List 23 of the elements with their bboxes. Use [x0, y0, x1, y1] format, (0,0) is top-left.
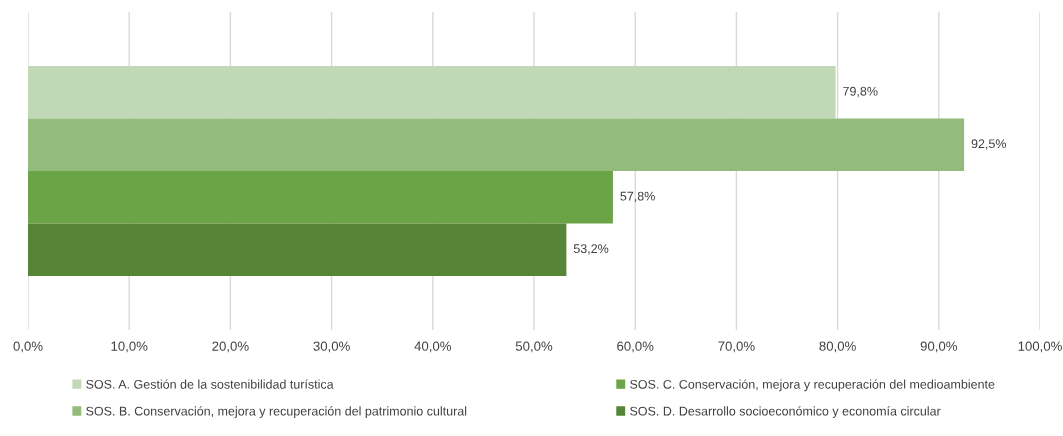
data-label: 79,8% — [843, 86, 878, 98]
bar — [28, 118, 965, 171]
data-label: 57,8% — [620, 191, 655, 203]
data-label: 53,2% — [573, 244, 609, 255]
data-label: 92,5% — [971, 139, 1007, 150]
bar — [28, 223, 567, 276]
x-tick-label: 100,0% — [1018, 341, 1062, 353]
x-tick-label: 30,0% — [313, 341, 350, 353]
legend-label: SOS. A. Gestión de la sostenibilidad turística — [86, 379, 334, 389]
x-tick-label: 60,0% — [617, 341, 654, 353]
x-tick-label: 10,0% — [111, 341, 148, 353]
x-tick-label: 90,0% — [920, 341, 958, 353]
bar — [28, 66, 836, 119]
x-tick-label: 20,0% — [212, 341, 249, 353]
x-tick-label: 70,0% — [718, 341, 755, 353]
bar — [28, 171, 613, 224]
legend-label: SOS. D. Desarrollo socioeconómico y economía circular — [630, 406, 941, 419]
x-tick-label: 0,0% — [13, 341, 43, 353]
x-tick-label: 40,0% — [414, 341, 452, 353]
x-tick-label: 50,0% — [515, 341, 553, 353]
x-tick-label: 80,0% — [819, 341, 856, 353]
legend-label: SOS. C. Conservación, mejora y recuperación del medioambiente — [630, 379, 995, 392]
legend-label: SOS. B. Conservación, mejora y recuperación del patrimonio cultural — [86, 406, 467, 419]
